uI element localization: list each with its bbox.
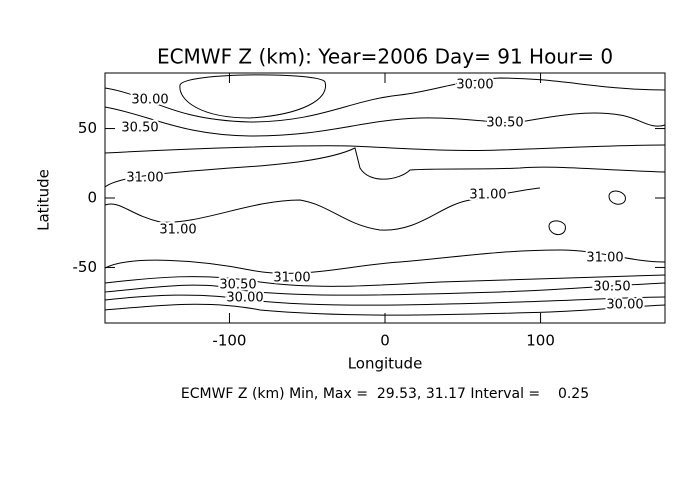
x-axis-label: Longitude bbox=[348, 355, 423, 373]
x-tick-label: -100 bbox=[212, 332, 246, 350]
contour-line bbox=[104, 77, 666, 123]
x-tick-label: 0 bbox=[380, 332, 390, 350]
contour-label: 30.00 bbox=[606, 298, 643, 313]
chart-title: ECMWF Z (km): Year=2006 Day= 91 Hour= 0 bbox=[157, 45, 613, 69]
contour-label: 30.50 bbox=[219, 278, 256, 293]
y-axis-label: Latitude bbox=[35, 169, 53, 231]
contour-line bbox=[548, 220, 566, 236]
contour-label: 31.00 bbox=[126, 171, 163, 186]
contour-line bbox=[104, 282, 666, 296]
contour-line bbox=[104, 106, 666, 137]
contour-line bbox=[104, 294, 666, 306]
contour-line bbox=[104, 187, 541, 231]
contour-label: 31.00 bbox=[159, 223, 196, 238]
contour-line bbox=[104, 147, 666, 188]
contour-line bbox=[104, 144, 666, 154]
contour-label: 30.00 bbox=[226, 291, 263, 306]
contour-line bbox=[104, 249, 666, 274]
contour-label: 30.50 bbox=[121, 121, 158, 136]
contour-line bbox=[104, 274, 666, 287]
x-tick-label: 100 bbox=[526, 332, 555, 350]
contour-label: 30.00 bbox=[131, 93, 168, 108]
footer: ECMWF Z (km) Min, Max = 29.53, 31.17 Int… bbox=[181, 386, 589, 402]
contour-label: 31.00 bbox=[273, 271, 310, 286]
contour-label: 30.50 bbox=[486, 116, 523, 131]
contour-label: 31.00 bbox=[586, 251, 623, 266]
y-tick-label: 50 bbox=[78, 119, 97, 137]
y-tick-label: -50 bbox=[73, 258, 98, 276]
y-tick-label: 0 bbox=[87, 189, 97, 207]
contour-label: 31.00 bbox=[469, 188, 506, 203]
contour-line bbox=[179, 74, 327, 119]
contour-label: 30.00 bbox=[456, 78, 493, 93]
contour-group bbox=[104, 74, 666, 316]
contour-label: 30.50 bbox=[593, 280, 630, 295]
contour-line bbox=[608, 190, 626, 205]
